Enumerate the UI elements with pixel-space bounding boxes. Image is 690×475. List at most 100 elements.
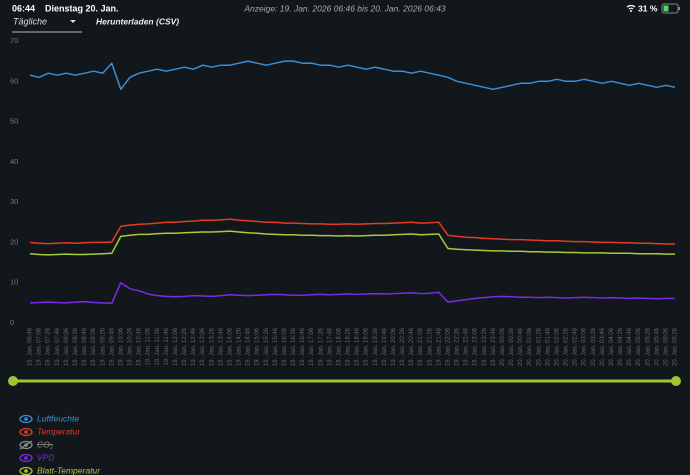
range-info: Anzeige: 19. Jan. 2026 06:46 bis 20. Jan… [243, 3, 446, 13]
x-tick-label: 19. Jan. 18:26 [346, 327, 352, 366]
battery-icon [661, 3, 680, 14]
x-tick-label: 19. Jan. 16:26 [291, 327, 297, 366]
series-line [29, 281, 675, 305]
x-tick-label: 19. Jan. 08:26 [73, 327, 79, 366]
x-tick-label: 19. Jan. 13:06 [200, 327, 206, 366]
series-line [29, 218, 675, 245]
x-tick-label: 19. Jan. 09:26 [100, 327, 106, 366]
x-tick-label: 20. Jan. 03:26 [591, 327, 597, 366]
x-tick-label: 20. Jan. 02:46 [573, 327, 579, 366]
x-tick-label: 20. Jan. 03:06 [582, 327, 588, 366]
x-tick-label: 19. Jan. 23:46 [491, 327, 497, 366]
download-button[interactable]: Herunterladen (CSV) [96, 16, 179, 26]
x-tick-label: 19. Jan. 16:06 [282, 327, 288, 366]
x-tick-label: 19. Jan. 14:46 [246, 327, 252, 366]
period-dropdown[interactable]: Tägliche [12, 16, 82, 33]
x-tick-label: 19. Jan. 20:26 [400, 327, 406, 366]
eye-icon[interactable] [19, 440, 33, 450]
x-tick-label: 19. Jan. 17:46 [327, 327, 333, 366]
x-tick-label: 19. Jan. 11:46 [164, 327, 170, 365]
x-tick-label: 20. Jan. 01:26 [536, 327, 542, 366]
x-tick-label: 19. Jan. 23:06 [473, 327, 479, 366]
x-tick-label: 20. Jan. 04:26 [618, 327, 624, 366]
legend-label[interactable]: Temperatur [37, 426, 81, 436]
x-tick-label: 19. Jan. 07:06 [37, 327, 43, 366]
status-time: 06:44 [12, 3, 35, 13]
legend-item[interactable]: VPD [19, 452, 54, 463]
x-tick-label: 19. Jan. 21:26 [427, 327, 433, 366]
eye-strike [19, 440, 33, 450]
x-tick-label: 20. Jan. 05:26 [645, 327, 651, 366]
x-tick-label: 19. Jan. 18:46 [355, 327, 361, 366]
series-line [29, 60, 676, 91]
legend-item[interactable]: Temperatur [19, 426, 81, 437]
x-tick-label: 20. Jan. 04:06 [609, 327, 615, 366]
x-tick-label: 20. Jan. 01:46 [545, 327, 551, 366]
legend-label[interactable]: CO₂ [37, 439, 54, 449]
x-tick-label: 19. Jan. 17:26 [318, 327, 324, 366]
x-tick-label: 19. Jan. 10:06 [118, 327, 124, 366]
x-tick-label: 19. Jan. 19:06 [364, 327, 370, 366]
x-tick-label: 19. Jan. 17:06 [309, 327, 315, 366]
x-tick-label: 19. Jan. 13:46 [218, 327, 224, 366]
period-value[interactable]: Tägliche [13, 16, 47, 26]
x-tick-label: 19. Jan. 15:26 [264, 327, 270, 366]
x-tick-label: 20. Jan. 06:06 [663, 327, 669, 366]
series-line [29, 230, 675, 256]
eye-pupil [24, 456, 28, 460]
x-tick-label: 19. Jan. 14:06 [227, 327, 233, 366]
x-tick-label: 19. Jan. 16:46 [300, 327, 306, 366]
x-tick-label: 20. Jan. 02:06 [554, 327, 560, 366]
x-tick-label: 19. Jan. 07:26 [46, 327, 52, 366]
eye-pupil [24, 430, 28, 434]
x-tick-label: 19. Jan. 23:26 [482, 327, 488, 366]
eye-icon[interactable] [19, 427, 33, 437]
x-tick-label: 20. Jan. 00:26 [509, 327, 515, 366]
x-tick-label: 19. Jan. 19:26 [373, 327, 379, 366]
x-tick-label: 20. Jan. 02:26 [564, 327, 570, 366]
x-tick-label: 20. Jan. 05:46 [654, 327, 660, 366]
x-tick-label: 19. Jan. 10:26 [128, 327, 134, 366]
legend-item[interactable]: Luftfeuchte [19, 413, 79, 424]
x-tick-label: 19. Jan. 21:46 [436, 327, 442, 366]
range-slider-handle[interactable] [671, 376, 681, 386]
eye-pupil [24, 469, 28, 473]
eye-icon[interactable] [19, 414, 33, 424]
x-tick-label: 20. Jan. 01:06 [527, 327, 533, 366]
legend: Luftfeuchte Temperatur CO₂ VPD Blatt-Tempera… [19, 413, 101, 475]
eye-icon[interactable] [19, 453, 33, 463]
legend-item[interactable]: CO₂ [19, 439, 54, 450]
x-tick-label: 19. Jan. 08:46 [82, 327, 88, 366]
x-tick-label: 19. Jan. 22:06 [445, 327, 451, 366]
x-tick-label: 20. Jan. 03:46 [600, 327, 606, 366]
x-tick-label: 19. Jan. 12:46 [191, 327, 197, 366]
x-tick-label: 19. Jan. 11:06 [146, 327, 152, 365]
x-tick-label: 19. Jan. 21:06 [418, 327, 424, 366]
legend-label[interactable]: VPD [37, 452, 54, 462]
y-tick-label: 10 [10, 278, 18, 287]
x-tick-label: 20. Jan. 00:06 [500, 327, 506, 366]
legend-label[interactable]: Blatt-Temperatur [37, 465, 101, 475]
x-tick-label: 19. Jan. 12:26 [182, 327, 188, 366]
x-tick-label: 20. Jan. 06:26 [673, 327, 679, 366]
x-tick-label: 19. Jan. 19:46 [382, 327, 388, 366]
range-slider-handle[interactable] [8, 376, 18, 386]
x-tick-label: 19. Jan. 11:26 [155, 327, 161, 365]
x-tick-label: 19. Jan. 18:06 [336, 327, 342, 366]
x-tick-label: 19. Jan. 22:26 [455, 327, 461, 366]
y-tick-label: 0 [10, 318, 14, 327]
battery-text: 31 % [638, 3, 658, 13]
x-tick-label: 19. Jan. 06:46 [28, 327, 34, 366]
x-tick-label: 19. Jan. 13:26 [209, 327, 215, 366]
y-tick-label: 50 [10, 117, 18, 126]
status-date: Dienstag 20. Jan. [45, 3, 119, 13]
wifi-icon [626, 4, 636, 12]
dropdown-arrow [70, 20, 76, 23]
legend-label[interactable]: Luftfeuchte [37, 413, 79, 423]
eye-pupil [24, 417, 28, 421]
x-tick-label: 19. Jan. 10:46 [137, 327, 143, 366]
x-tick-label: 19. Jan. 20:06 [391, 327, 397, 366]
y-tick-label: 70 [10, 36, 18, 45]
